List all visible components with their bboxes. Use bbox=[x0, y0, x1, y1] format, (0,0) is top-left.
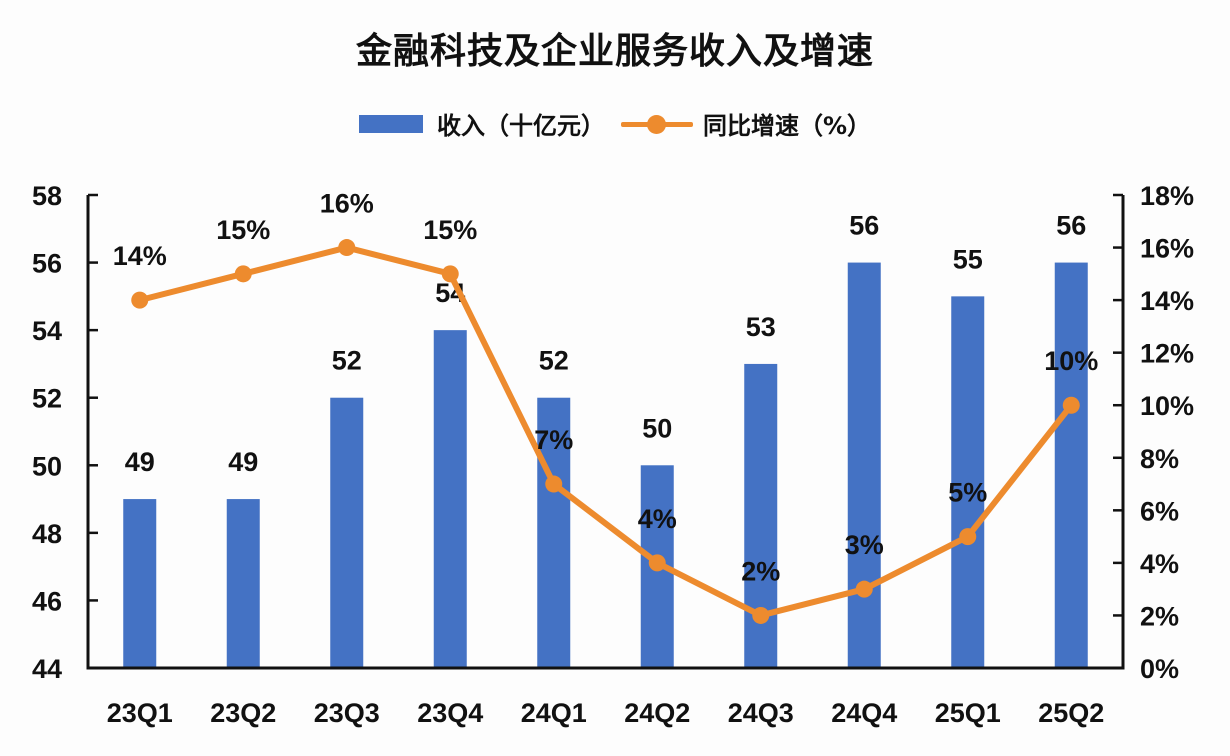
right-tick-label: 0% bbox=[1140, 654, 1179, 684]
bar-24Q4 bbox=[847, 262, 881, 668]
right-tick-label: 8% bbox=[1140, 444, 1179, 474]
right-tick-label: 10% bbox=[1140, 391, 1194, 421]
bar-value-label: 52 bbox=[332, 346, 362, 376]
growth-value-label: 3% bbox=[845, 530, 884, 560]
growth-point-23Q3 bbox=[338, 239, 356, 257]
bar-23Q2 bbox=[226, 499, 260, 668]
left-tick-label: 46 bbox=[32, 586, 62, 616]
left-tick-label: 58 bbox=[32, 181, 62, 211]
legend-item-revenue: 收入（十亿元） bbox=[358, 106, 605, 141]
growth-value-label: 14% bbox=[113, 241, 167, 271]
chart-title: 金融科技及企业服务收入及增速 bbox=[355, 30, 874, 72]
x-tick-label: 24Q4 bbox=[831, 698, 897, 728]
bar-value-label: 49 bbox=[228, 447, 258, 477]
bar-value-label: 53 bbox=[746, 312, 776, 342]
x-tick-label: 24Q3 bbox=[728, 698, 794, 728]
growth-value-label: 16% bbox=[320, 189, 374, 219]
bar-23Q3 bbox=[330, 397, 364, 668]
growth-point-25Q2 bbox=[1062, 396, 1080, 414]
x-tick-label: 24Q2 bbox=[624, 698, 690, 728]
right-tick-label: 16% bbox=[1140, 234, 1194, 264]
right-tick-label: 14% bbox=[1140, 286, 1194, 316]
bar-value-label: 52 bbox=[539, 346, 569, 376]
legend: 收入（十亿元） 同比增速（%） bbox=[0, 106, 1230, 141]
x-tick-label: 23Q4 bbox=[417, 698, 483, 728]
bar-23Q4 bbox=[433, 330, 467, 668]
legend-swatch-bar bbox=[358, 114, 423, 133]
growth-point-24Q4 bbox=[855, 580, 873, 598]
left-tick-label: 44 bbox=[32, 654, 62, 684]
growth-value-label: 5% bbox=[948, 478, 987, 508]
growth-value-label: 2% bbox=[741, 556, 780, 586]
bar-23Q1 bbox=[123, 499, 157, 668]
right-tick-label: 18% bbox=[1140, 181, 1194, 211]
left-tick-label: 48 bbox=[32, 519, 62, 549]
growth-value-label: 10% bbox=[1044, 346, 1098, 376]
growth-point-25Q1 bbox=[959, 528, 977, 546]
x-tick-label: 23Q3 bbox=[314, 698, 380, 728]
x-tick-label: 25Q1 bbox=[935, 698, 1001, 728]
growth-value-label: 15% bbox=[216, 215, 270, 245]
legend-label-revenue: 收入（十亿元） bbox=[436, 112, 605, 140]
right-tick-label: 2% bbox=[1140, 601, 1179, 631]
bar-24Q1 bbox=[537, 397, 571, 668]
x-tick-label: 25Q2 bbox=[1038, 698, 1104, 728]
left-tick-label: 54 bbox=[32, 316, 62, 346]
bar-value-label: 50 bbox=[642, 413, 672, 443]
growth-value-label: 7% bbox=[534, 425, 573, 455]
left-tick-label: 52 bbox=[32, 384, 62, 414]
left-tick-label: 50 bbox=[32, 451, 62, 481]
left-tick-label: 56 bbox=[32, 249, 62, 279]
bar-value-label: 56 bbox=[1056, 211, 1086, 241]
growth-point-23Q2 bbox=[234, 265, 252, 283]
growth-value-label: 15% bbox=[423, 215, 477, 245]
bar-value-label: 56 bbox=[849, 211, 879, 241]
growth-point-24Q1 bbox=[545, 475, 563, 493]
right-tick-label: 12% bbox=[1140, 339, 1194, 369]
x-tick-label: 24Q1 bbox=[521, 698, 587, 728]
right-tick-label: 4% bbox=[1140, 549, 1179, 579]
right-tick-label: 6% bbox=[1140, 496, 1179, 526]
growth-point-24Q3 bbox=[752, 606, 770, 624]
growth-point-24Q2 bbox=[648, 554, 666, 572]
legend-item-growth: 同比增速（%） bbox=[620, 106, 872, 141]
bar-value-label: 55 bbox=[953, 244, 983, 274]
legend-swatch-line bbox=[620, 114, 693, 134]
growth-line bbox=[136, 244, 1075, 619]
x-tick-label: 23Q1 bbox=[107, 698, 173, 728]
bar-25Q2 bbox=[1054, 262, 1088, 668]
x-tick-label: 23Q2 bbox=[210, 698, 276, 728]
bar-value-label: 49 bbox=[125, 447, 155, 477]
legend-label-growth: 同比增速（%） bbox=[702, 112, 872, 140]
growth-point-23Q1 bbox=[131, 291, 149, 309]
growth-value-label: 4% bbox=[638, 504, 677, 534]
growth-point-23Q4 bbox=[441, 265, 459, 283]
bar-25Q1 bbox=[951, 296, 985, 668]
